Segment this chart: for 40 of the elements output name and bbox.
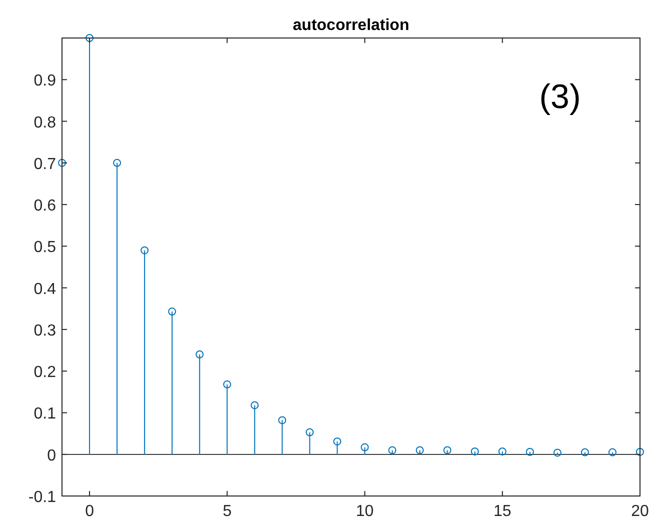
point [526, 448, 534, 456]
point [86, 34, 94, 42]
point [58, 158, 66, 167]
point [443, 446, 452, 454]
point [360, 443, 369, 452]
point [580, 448, 589, 456]
y-tick-label: 0.7 [34, 156, 56, 173]
x-tick-label: 0 [85, 503, 94, 520]
point [196, 350, 204, 358]
point [470, 447, 479, 456]
point [498, 447, 506, 456]
point [278, 416, 286, 424]
point [140, 246, 149, 254]
point [636, 448, 644, 456]
point [168, 308, 176, 316]
point [553, 448, 562, 457]
y-tick-label: 0.2 [34, 364, 56, 382]
y-tick-label: -0.1 [28, 489, 56, 506]
y-tick-label: 0 [47, 447, 56, 464]
chart-title: autocorrelation [292, 17, 410, 34]
y-tick-label: 0.4 [34, 280, 56, 298]
y-tick-label: 0.6 [34, 198, 56, 215]
x-tick-label: 10 [356, 503, 374, 520]
point [608, 448, 616, 456]
y-tick-label: 0.9 [34, 72, 56, 90]
point [333, 437, 342, 446]
point [113, 158, 122, 167]
point [416, 446, 424, 454]
point [388, 446, 396, 454]
x-tick-label: 20 [631, 503, 649, 520]
y-tick-label: 0.3 [34, 322, 56, 340]
point [223, 380, 232, 388]
y-tick-label: 0.8 [34, 114, 56, 132]
annotation: (3) [539, 78, 581, 116]
point [250, 401, 259, 410]
point [306, 428, 314, 436]
y-tick-label: 0.5 [34, 239, 56, 256]
x-tick-label: 5 [222, 503, 232, 520]
y-tick-label: 0.1 [34, 406, 56, 423]
x-tick-label: 15 [493, 503, 512, 520]
